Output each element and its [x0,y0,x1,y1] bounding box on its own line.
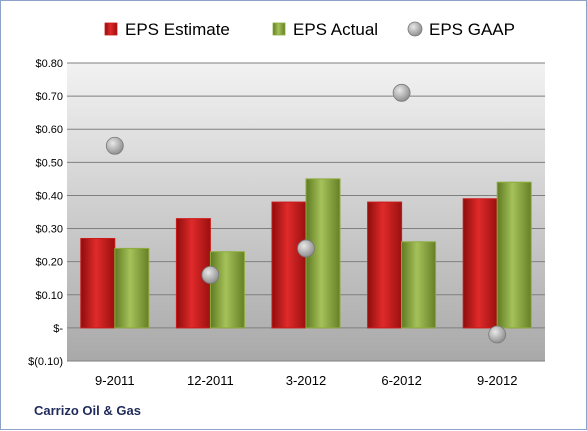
y-tick-label: $0.70 [35,91,63,103]
bar-eps-actual [114,247,150,329]
x-tick-label: 3-2012 [286,373,326,388]
y-tick-label: $0.30 [35,224,63,236]
y-tick-label: $- [53,323,63,335]
y-tick-label: $0.60 [35,124,63,136]
x-tick-label: 9-2011 [95,373,135,388]
x-tick-label: 12-2011 [187,373,234,388]
y-tick-label: $0.10 [35,290,63,302]
gaap-points [105,83,507,344]
bars [80,178,532,329]
y-tick-label: $0.40 [35,190,63,202]
gaap-point [488,325,507,344]
bar-eps-actual [496,181,532,329]
x-tick-label: 9-2012 [477,373,517,388]
y-tick-label: $0.20 [35,257,63,269]
bar-eps-estimate [271,201,307,329]
gaap-point [201,266,220,284]
y-tick-label: $(0.10) [28,356,63,368]
legend-swatch [407,21,423,37]
bar-eps-actual [401,241,437,329]
bar-eps-estimate [367,201,403,329]
x-axis-ticks: 9-2011 12-2011 3-2012 6-2012 9-2012 [95,373,517,388]
y-tick-label: $0.80 [35,58,63,70]
company-caption: Carrizo Oil & Gas [34,403,141,418]
legend-label: EPS GAAP [429,20,515,39]
bar-eps-estimate [462,198,498,329]
gaap-point [392,83,411,102]
legend-label: EPS Estimate [125,20,230,39]
y-tick-label: $0.50 [35,157,63,169]
legend-swatch [104,22,118,36]
bar-eps-estimate [80,237,116,329]
y-axis-ticks: $(0.10) $- $0.10 $0.20 $0.30 $0.40 $0.50 $0.60 $… [28,58,63,368]
legend: EPS Estimate EPS Actual EPS GAAP [104,20,515,39]
x-tick-label: 6-2012 [381,373,421,388]
gaap-point [297,239,315,258]
legend-swatch [272,22,286,36]
bar-eps-actual [209,251,245,329]
legend-label: EPS Actual [293,20,378,39]
gaap-point [105,136,124,155]
